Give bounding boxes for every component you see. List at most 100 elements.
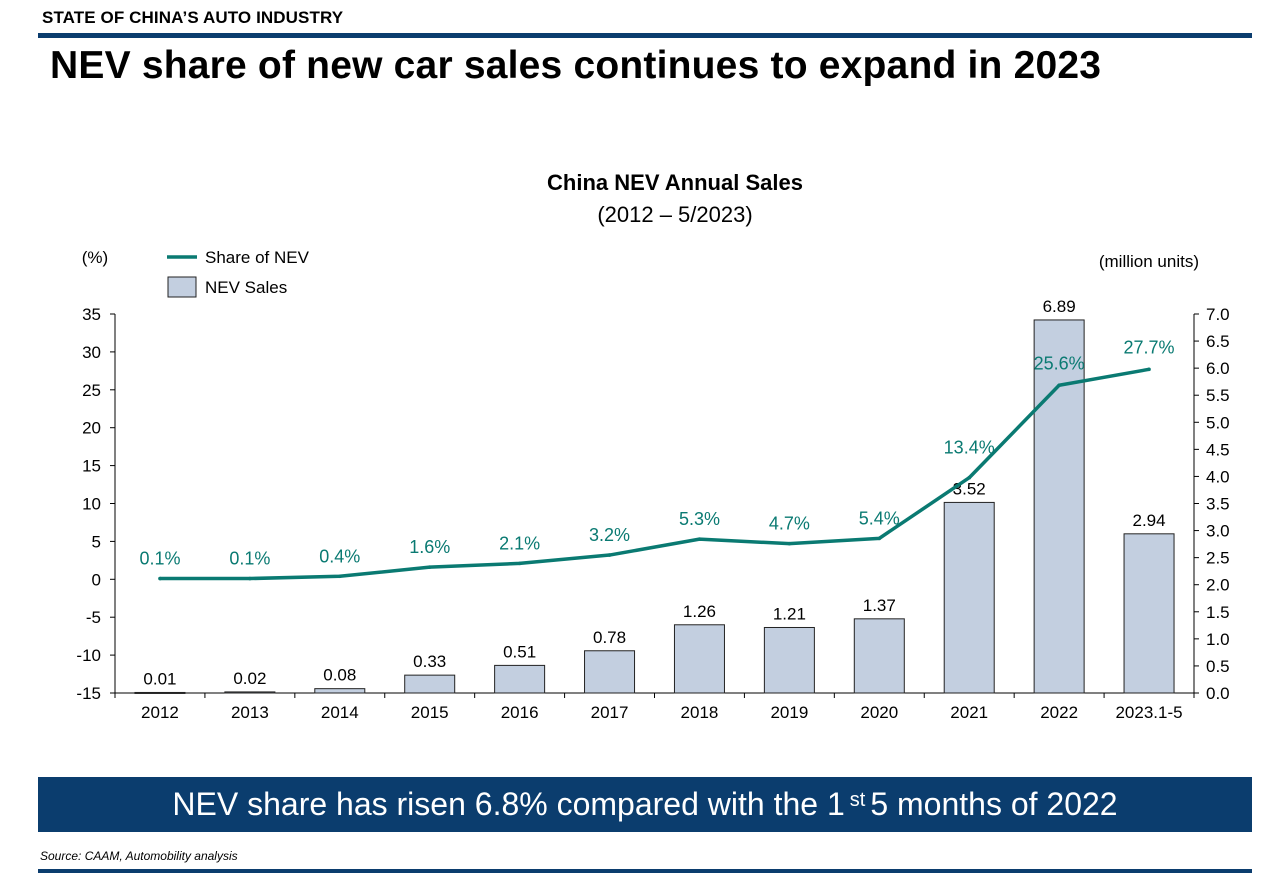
line-point-share-of-nev (877, 536, 882, 541)
line-data-label: 0.1% (139, 549, 180, 569)
plot-area: 35302520151050-5-10-157.06.56.05.55.04.5… (76, 297, 1229, 722)
bar-data-label: 0.33 (413, 652, 446, 671)
bar-nev-sales (224, 691, 276, 694)
bar-nev-sales (584, 650, 636, 694)
bar-data-label: 1.21 (773, 604, 806, 623)
line-point-share-of-nev (787, 541, 792, 546)
right-axis-tick-label: 1.0 (1206, 630, 1230, 649)
line-data-label: 4.7% (769, 514, 810, 534)
x-axis-tick-label: 2019 (770, 703, 808, 722)
source-note: Source: CAAM, Automobility analysis (40, 849, 238, 863)
line-data-label: 2.1% (499, 533, 540, 553)
line-point-share-of-nev (337, 574, 342, 579)
left-axis-tick-label: -10 (76, 646, 101, 665)
chart-legend: Share of NEV NEV Sales (167, 248, 310, 298)
line-point-share-of-nev (607, 553, 612, 557)
bar-nev-sales (673, 624, 725, 694)
section-kicker: STATE OF CHINA’S AUTO INDUSTRY (42, 8, 344, 27)
bar-data-label: 0.51 (503, 642, 536, 661)
line-share-of-nev (159, 367, 1150, 581)
bar-data-label: 6.89 (1043, 297, 1076, 316)
right-axis-tick-label: 4.5 (1206, 440, 1230, 459)
bar-nev-sales (1123, 533, 1175, 694)
left-axis-tick-label: 30 (82, 343, 101, 362)
bar-nev-sales (134, 691, 186, 694)
line-point-share-of-nev (248, 576, 252, 581)
x-axis-tick-label: 2017 (591, 703, 629, 722)
right-axis-tick-label: 6.0 (1206, 359, 1230, 378)
left-axis-tick-label: -15 (76, 684, 101, 703)
left-axis-tick-label: -5 (86, 608, 101, 627)
line-data-label: 25.6% (1034, 353, 1085, 373)
bar-data-label: 0.02 (233, 669, 266, 688)
bar-data-label: 2.94 (1132, 511, 1165, 530)
page-title: NEV share of new car sales continues to … (50, 44, 1102, 87)
line-data-label: 27.7% (1124, 337, 1175, 357)
right-axis-tick-label: 2.0 (1206, 576, 1230, 595)
line-point-share-of-nev (158, 576, 162, 581)
line-point-share-of-nev (1057, 383, 1061, 388)
top-divider (38, 33, 1252, 38)
x-axis-tick-label: 2013 (231, 703, 269, 722)
x-axis-tick-label: 2014 (321, 703, 359, 722)
line-data-label: 3.2% (589, 525, 630, 545)
chart-title: China NEV Annual Sales (547, 170, 803, 195)
left-axis-tick-label: 35 (82, 305, 101, 324)
x-axis-tick-label: 2018 (681, 703, 719, 722)
legend-label-sales: NEV Sales (205, 278, 287, 297)
bar-nev-sales (763, 626, 815, 694)
right-axis-tick-label: 1.5 (1206, 603, 1230, 622)
bar-nev-sales (404, 674, 456, 694)
right-axis-tick-label: 7.0 (1206, 305, 1230, 324)
bar-nev-sales (943, 501, 995, 694)
line-point-share-of-nev (427, 565, 432, 569)
banner-text-end: 5 months of 2022 (870, 786, 1118, 822)
banner-text-main: NEV share has risen 6.8% compared with t… (172, 786, 845, 822)
bar-data-label: 1.26 (683, 602, 716, 621)
left-axis-tick-label: 15 (82, 457, 101, 476)
right-axis-tick-label: 0.0 (1206, 684, 1230, 703)
x-axis-tick-label: 2015 (411, 703, 449, 722)
x-axis-tick-label: 2023.1-5 (1115, 703, 1182, 722)
bar-nev-sales (1033, 319, 1085, 694)
line-data-label: 5.4% (859, 508, 900, 528)
x-axis-tick-label: 2022 (1040, 703, 1078, 722)
left-axis-label: (%) (82, 248, 108, 267)
key-takeaway-banner: NEV share has risen 6.8% compared with t… (38, 777, 1252, 832)
x-axis-tick-label: 2012 (141, 703, 179, 722)
bar-nev-sales (494, 664, 546, 694)
right-axis-tick-label: 5.5 (1206, 386, 1230, 405)
right-axis-tick-label: 5.0 (1206, 413, 1230, 432)
line-point-share-of-nev (517, 561, 522, 566)
bar-data-label: 0.08 (323, 666, 356, 685)
right-axis-tick-label: 4.0 (1206, 467, 1230, 486)
line-data-label: 0.1% (229, 549, 270, 569)
line-data-label: 13.4% (944, 438, 995, 458)
bar-nev-sales (314, 688, 366, 694)
nev-sales-chart: China NEV Annual Sales (2012 – 5/2023) (… (76, 170, 1229, 722)
x-axis-tick-label: 2020 (860, 703, 898, 722)
bar-data-label: 0.01 (143, 669, 176, 688)
right-axis-tick-label: 3.0 (1206, 522, 1230, 541)
right-axis-label: (million units) (1099, 252, 1199, 271)
left-axis-tick-label: 5 (92, 532, 101, 551)
line-point-share-of-nev (697, 537, 702, 541)
left-axis-tick-label: 10 (82, 495, 101, 514)
line-point-share-of-nev (967, 475, 972, 480)
left-axis-tick-label: 25 (82, 381, 101, 400)
x-axis-tick-label: 2016 (501, 703, 539, 722)
banner-superscript: st (849, 789, 866, 811)
bar-data-label: 0.78 (593, 628, 626, 647)
right-axis-tick-label: 3.5 (1206, 495, 1230, 514)
legend-label-share: Share of NEV (205, 248, 310, 267)
line-data-label: 1.6% (409, 537, 450, 557)
bar-data-label: 1.37 (863, 596, 896, 615)
left-axis-tick-label: 20 (82, 419, 101, 438)
right-axis-tick-label: 6.5 (1206, 332, 1230, 351)
left-axis-tick-label: 0 (92, 570, 101, 589)
bar-nev-sales (853, 618, 905, 694)
right-axis-tick-label: 2.5 (1206, 549, 1230, 568)
legend-bar-swatch (167, 276, 197, 298)
line-data-label: 0.4% (319, 546, 360, 566)
right-axis-tick-label: 0.5 (1206, 657, 1230, 676)
